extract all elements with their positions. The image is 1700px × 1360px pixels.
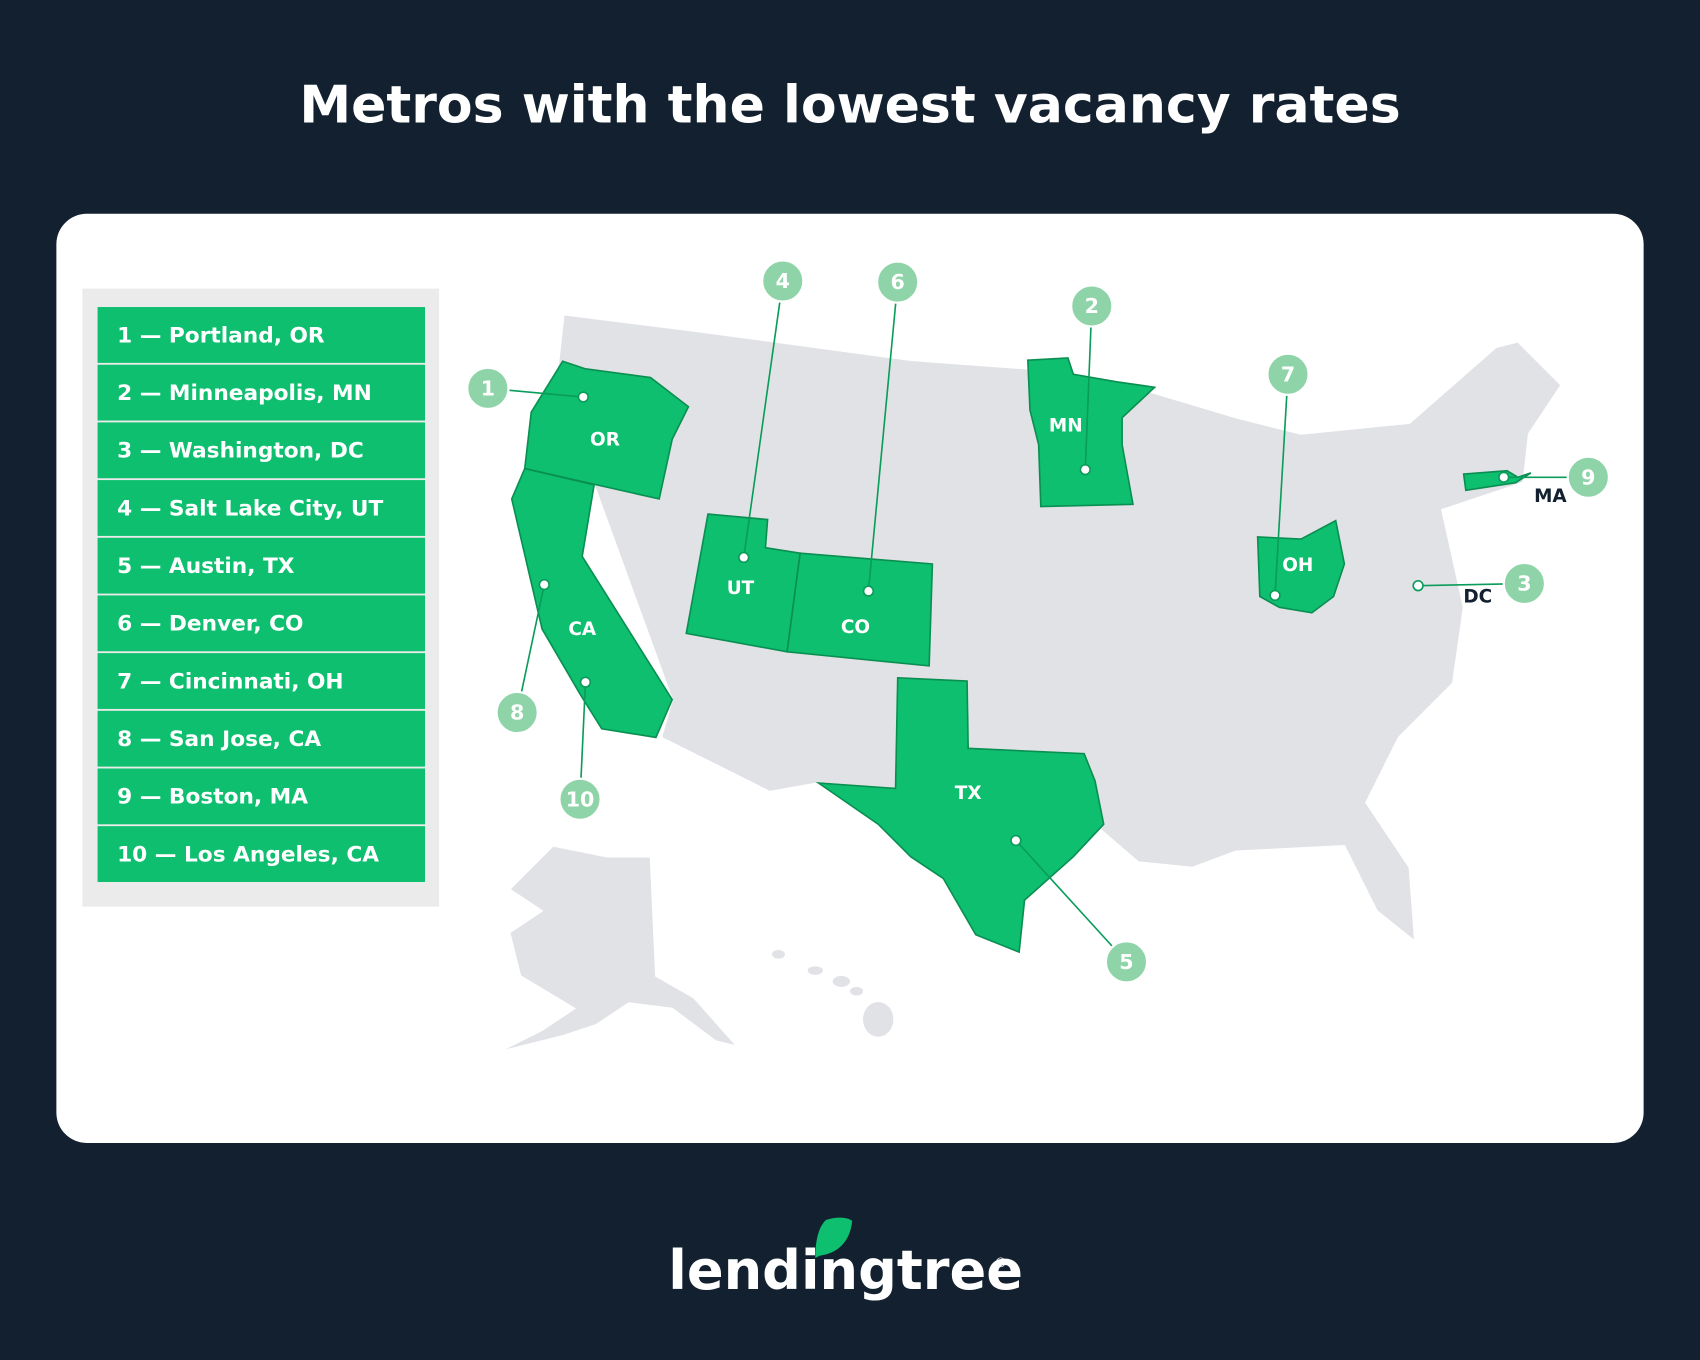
logo-leaf <box>815 1217 853 1258</box>
rank-badge <box>466 366 510 411</box>
state-label: TX <box>955 783 982 804</box>
markers: OR 1 MN 2 DC 3 UT 4 TX 5 CO 6 OH 7 CA 8 MA 9 10 <box>466 259 1611 984</box>
location-dot <box>1412 579 1424 592</box>
rank-label: 5 <box>1119 950 1133 974</box>
rank-label: 8 <box>510 701 524 725</box>
state-label: MN <box>1049 415 1083 436</box>
location-dot <box>1269 589 1281 602</box>
rank-badge <box>1070 284 1114 328</box>
legend-row <box>97 480 425 536</box>
state-co <box>786 552 934 667</box>
location-dot <box>1010 834 1022 847</box>
rank-badge <box>495 690 539 735</box>
leader-line <box>1015 839 1128 963</box>
location-dot <box>738 551 750 564</box>
state-label: UT <box>727 578 755 599</box>
rank-label: 4 <box>776 269 790 293</box>
state-label: CA <box>568 619 597 640</box>
alaska <box>498 844 740 1053</box>
map <box>498 313 1563 1053</box>
hawaii <box>771 949 894 1037</box>
logo-text: lendingtree <box>668 1239 1023 1302</box>
state-tx <box>815 676 1105 954</box>
legend-row <box>97 653 425 709</box>
location-dot <box>1079 463 1091 476</box>
rank-label: 3 <box>1517 572 1531 596</box>
rank-badge <box>876 260 920 304</box>
legend-row <box>97 422 425 479</box>
rank-badge <box>1502 561 1547 606</box>
location-dot <box>538 578 550 591</box>
legend-label: 5 — Austin, TX <box>117 554 295 579</box>
state-ca <box>510 467 674 739</box>
legend: 1 — Portland, OR 2 — Minneapolis, MN 3 — W… <box>97 307 425 882</box>
location-dot <box>579 676 592 688</box>
state-label: CO <box>841 617 870 638</box>
location-dot <box>862 585 875 597</box>
location-dot <box>1498 471 1510 483</box>
location-dot <box>577 391 589 403</box>
rank-label: 6 <box>891 270 905 294</box>
rank-label: 1 <box>481 376 495 400</box>
leader-line <box>1274 374 1289 596</box>
rank-label: 2 <box>1085 294 1099 318</box>
rank-label: 9 <box>1581 465 1595 489</box>
state-label: DC <box>1463 587 1492 608</box>
legend-row <box>97 364 425 421</box>
legend-label: 2 — Minneapolis, MN <box>117 381 372 406</box>
legend-label: 8 — San Jose, CA <box>117 727 321 752</box>
legend-row <box>97 710 425 767</box>
highlighted-states <box>510 357 1532 954</box>
leader-line <box>516 584 546 713</box>
legend-label: 7 — Cincinnati, OH <box>117 669 344 694</box>
rank-badge <box>761 259 805 303</box>
state-mn <box>1026 357 1157 508</box>
rank-label: 10 <box>566 787 595 811</box>
rank-badge <box>1566 455 1611 499</box>
rank-badge <box>558 777 602 821</box>
state-ma <box>1462 469 1532 492</box>
legend-label: 9 — Boston, MA <box>117 785 308 810</box>
legend-label: 6 — Denver, CO <box>117 612 303 637</box>
rank-label: 7 <box>1281 362 1295 386</box>
legend-label: 4 — Salt Lake City, UT <box>117 496 383 521</box>
rank-badge <box>1104 940 1149 984</box>
leader-line <box>1084 305 1093 470</box>
legend-label: 1 — Portland, OR <box>117 323 325 348</box>
legend-row <box>97 537 425 594</box>
leader-line <box>742 280 784 558</box>
rank-badge <box>1266 352 1310 396</box>
legend-row <box>97 768 425 825</box>
us-outline <box>523 313 1563 944</box>
legend-row <box>97 307 425 363</box>
legend-label: 3 — Washington, DC <box>117 439 364 464</box>
legend-label: 10 — Los Angeles, CA <box>117 842 379 867</box>
state-oh <box>1256 519 1346 614</box>
legend-row <box>97 826 425 882</box>
state-label: OH <box>1282 555 1313 576</box>
title: Metros with the lowest vacancy rates <box>299 76 1400 136</box>
logo-mark: ® <box>994 1256 1007 1271</box>
leader-line <box>867 282 899 592</box>
state-label: OR <box>590 429 620 450</box>
legend-row <box>97 595 425 652</box>
state-label: MA <box>1534 486 1567 507</box>
